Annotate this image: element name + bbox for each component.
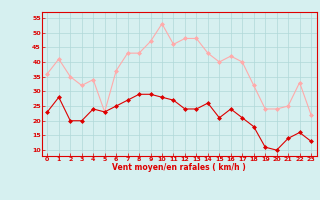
- X-axis label: Vent moyen/en rafales ( km/h ): Vent moyen/en rafales ( km/h ): [112, 163, 246, 172]
